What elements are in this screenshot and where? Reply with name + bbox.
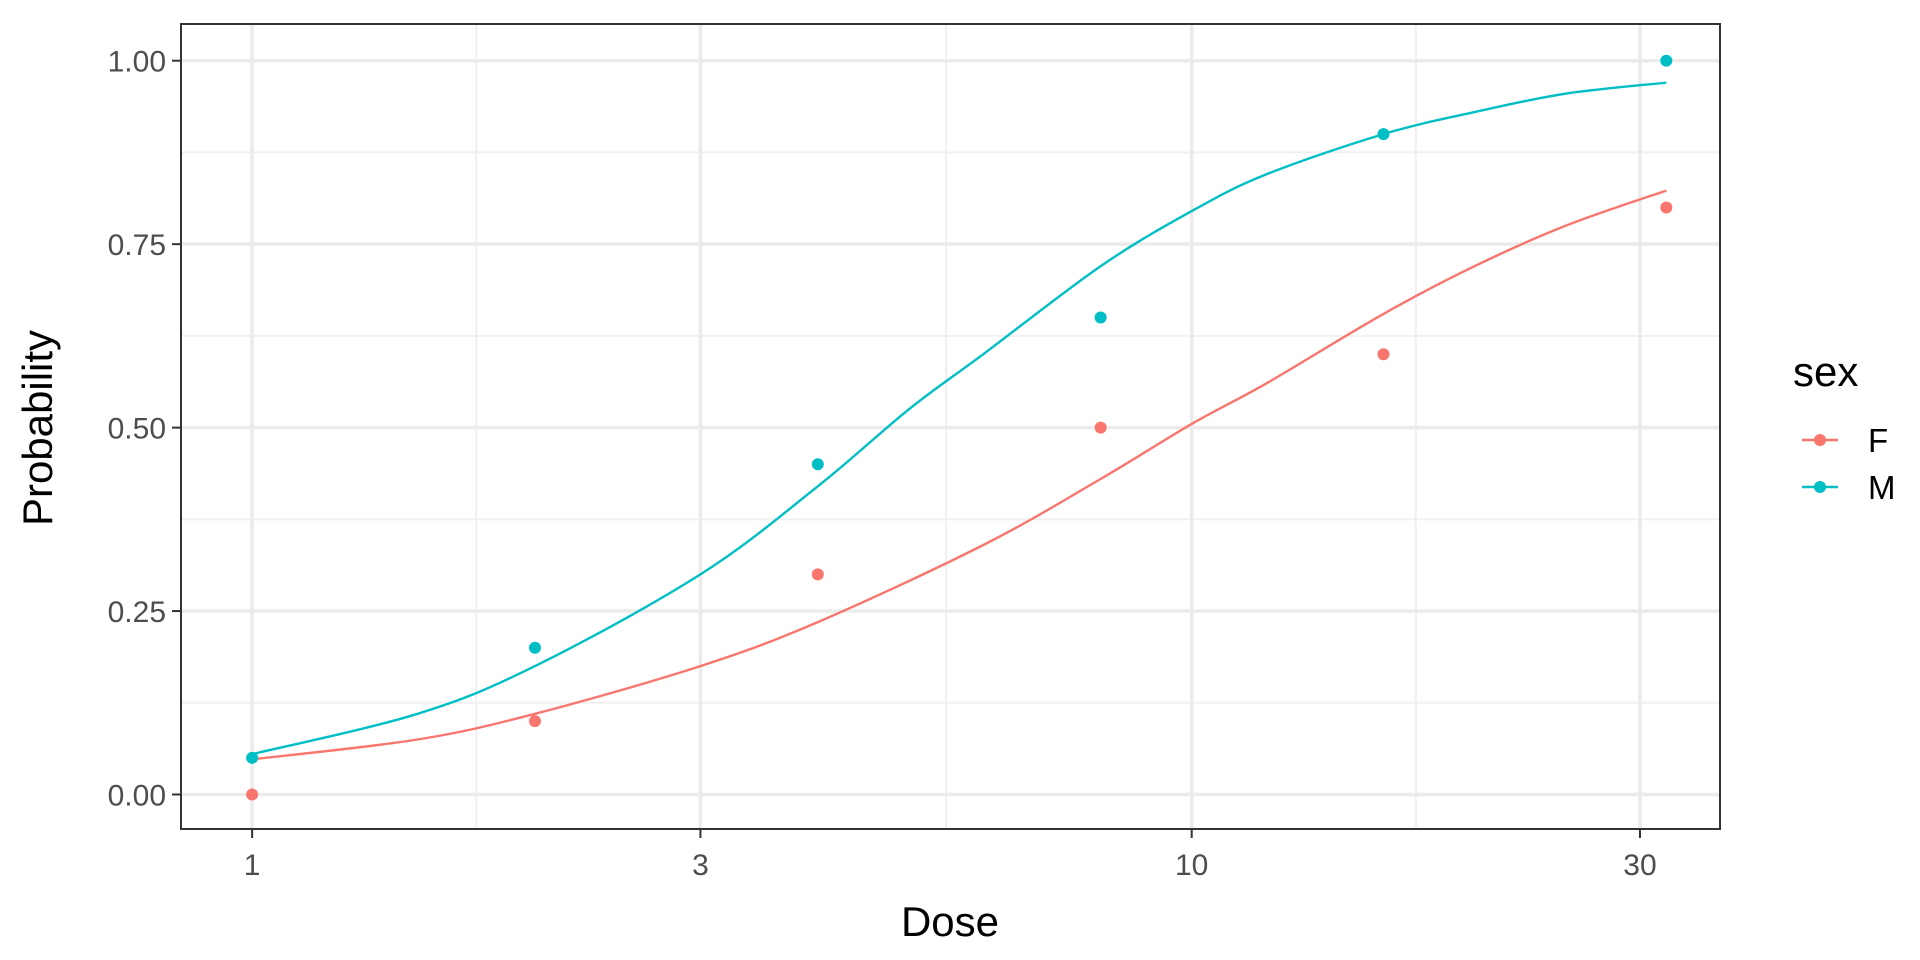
data-point-M	[811, 458, 824, 471]
legend-label-F: F	[1868, 422, 1888, 459]
series-F	[246, 189, 1673, 801]
fit-line-M	[251, 81, 1667, 756]
y-axis-title: Probability	[14, 330, 61, 526]
x-tick-label: 30	[1623, 849, 1656, 882]
y-tick-label: 0.25	[108, 596, 166, 629]
legend-key-point-F	[1814, 434, 1826, 446]
data-point-F	[528, 715, 541, 728]
legend-label-M: M	[1868, 469, 1896, 506]
series-M	[246, 54, 1673, 764]
axis-ticks	[172, 59, 1641, 838]
series-layer	[246, 54, 1673, 801]
data-point-M	[1377, 128, 1390, 141]
data-point-M	[1660, 54, 1673, 67]
grid-minor	[181, 24, 1720, 829]
x-axis-title: Dose	[901, 898, 999, 945]
legend: sex FM	[1793, 348, 1896, 506]
grid-major	[181, 24, 1720, 829]
x-tick-label: 1	[244, 849, 261, 882]
fit-line-F	[251, 189, 1667, 761]
y-tick-label: 0.50	[108, 413, 166, 446]
y-tick-label: 0.00	[108, 780, 166, 813]
legend-keys: FM	[1802, 422, 1896, 506]
data-point-M	[1094, 311, 1107, 324]
x-tick-label: 3	[692, 849, 709, 882]
legend-key-point-M	[1814, 481, 1826, 493]
tick-labels: 1 3 10 30 0.00 0.25 0.50 0.75 1.00	[108, 46, 1657, 882]
y-tick-label: 1.00	[108, 46, 166, 79]
data-point-M	[246, 751, 259, 764]
data-point-F	[1660, 201, 1673, 214]
data-point-F	[811, 568, 824, 581]
data-point-F	[1094, 421, 1107, 434]
y-tick-label: 0.75	[108, 229, 166, 262]
data-point-F	[1377, 348, 1390, 361]
data-point-F	[246, 788, 259, 801]
data-point-M	[528, 641, 541, 654]
panel-border	[180, 23, 1721, 830]
legend-title: sex	[1793, 348, 1858, 395]
x-tick-label: 10	[1175, 849, 1208, 882]
